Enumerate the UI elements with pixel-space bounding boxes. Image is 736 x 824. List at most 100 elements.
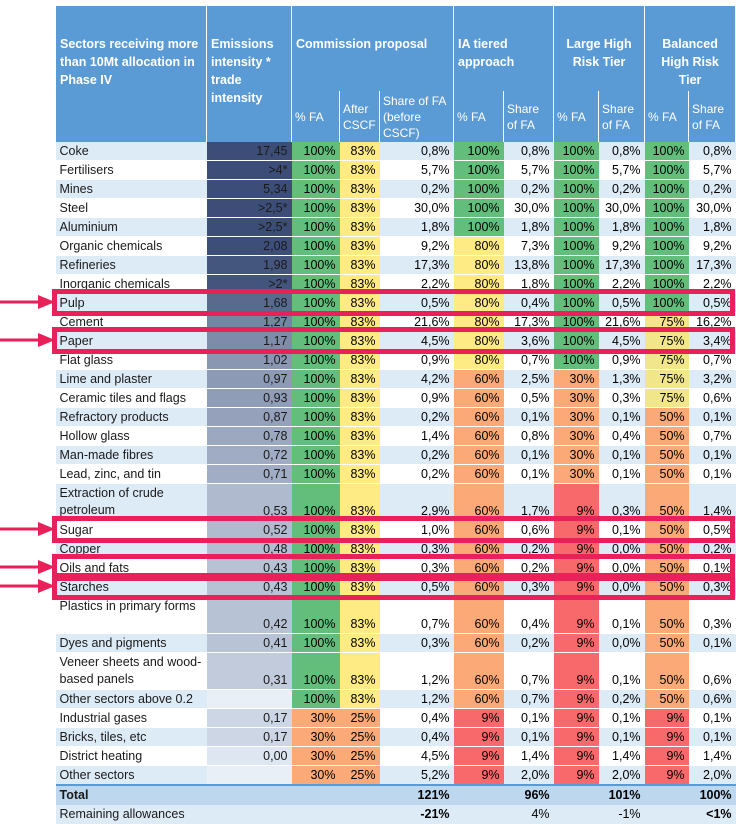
remaining-label: Remaining allowances bbox=[55, 805, 207, 824]
total-commission: 121% bbox=[379, 784, 454, 806]
large-share-cell: 1,3% bbox=[598, 369, 645, 390]
balanced-share-cell: 0,1% bbox=[688, 407, 736, 428]
large-fa-cell: 100% bbox=[553, 142, 599, 162]
commission-share-cell: 4,5% bbox=[379, 331, 454, 352]
balanced-share-cell: 0,1% bbox=[688, 633, 736, 654]
commission-share-cell: 1,4% bbox=[379, 426, 454, 447]
ia-share-cell: 30,0% bbox=[503, 198, 554, 219]
arrow-right-icon bbox=[0, 560, 55, 575]
arrow-right-icon bbox=[0, 579, 55, 594]
commission-after-cell: 83% bbox=[339, 160, 380, 181]
commission-fa-cell: 100% bbox=[291, 464, 340, 485]
commission-after-cell: 83% bbox=[339, 464, 380, 485]
commission-fa-cell: 100% bbox=[291, 689, 340, 710]
intensity-cell bbox=[206, 765, 292, 786]
balanced-share-cell: 1,8% bbox=[688, 217, 736, 238]
sector-name: Refractory products bbox=[55, 407, 207, 428]
commission-share-cell: 0,5% bbox=[379, 293, 454, 314]
remaining-commission: -21% bbox=[379, 805, 454, 824]
balanced-share-cell: 0,2% bbox=[688, 179, 736, 200]
commission-after-cell: 83% bbox=[339, 596, 380, 635]
ia-fa-cell: 60% bbox=[453, 633, 504, 654]
large-fa-cell: 9% bbox=[553, 633, 599, 654]
balanced-fa-cell: 50% bbox=[644, 407, 689, 428]
table-row: Ceramic tiles and flags 0,93 100% 83% 0,9% 60… bbox=[55, 388, 736, 409]
commission-fa-cell: 100% bbox=[291, 142, 340, 162]
commission-fa-cell: 100% bbox=[291, 388, 340, 409]
ia-fa-cell: 60% bbox=[453, 407, 504, 428]
commission-after-cell: 83% bbox=[339, 217, 380, 238]
commission-fa-cell: 100% bbox=[291, 596, 340, 635]
balanced-fa-cell: 50% bbox=[644, 445, 689, 466]
commission-fa-cell: 100% bbox=[291, 255, 340, 276]
commission-share-cell: 0,2% bbox=[379, 179, 454, 200]
large-fa-cell: 100% bbox=[553, 217, 599, 238]
balanced-fa-cell: 50% bbox=[644, 483, 689, 522]
ia-share-cell: 0,7% bbox=[503, 350, 554, 371]
balanced-fa-cell: 100% bbox=[644, 160, 689, 181]
total-balanced: 100% bbox=[688, 784, 736, 806]
table-row: Aluminium >2,5* 100% 83% 1,8% 100% 1,8% 100% 1,8… bbox=[55, 217, 736, 238]
intensity-cell: 1,98 bbox=[206, 255, 292, 276]
ia-fa-cell: 60% bbox=[453, 520, 504, 541]
large-share-cell: 0,2% bbox=[598, 179, 645, 200]
large-share-cell: 17,3% bbox=[598, 255, 645, 276]
balanced-share-cell: 0,1% bbox=[688, 445, 736, 466]
commission-share-cell: 17,3% bbox=[379, 255, 454, 276]
balanced-fa-cell: 50% bbox=[644, 652, 689, 691]
large-fa-cell: 30% bbox=[553, 426, 599, 447]
commission-fa-cell: 100% bbox=[291, 407, 340, 428]
large-fa-cell: 9% bbox=[553, 689, 599, 710]
subheader-c-fa: % FA bbox=[291, 91, 340, 142]
commission-share-cell: 0,8% bbox=[379, 142, 454, 162]
ia-fa-cell: 60% bbox=[453, 596, 504, 635]
ia-share-cell: 5,7% bbox=[503, 160, 554, 181]
table-row: Mines 5,34 100% 83% 0,2% 100% 0,2% 100% 0,2% 100%… bbox=[55, 179, 736, 200]
sector-name: Ceramic tiles and flags bbox=[55, 388, 207, 409]
ia-share-cell: 1,8% bbox=[503, 217, 554, 238]
sector-name: Bricks, tiles, etc bbox=[55, 727, 207, 748]
balanced-share-cell: 0,7% bbox=[688, 350, 736, 371]
commission-after-cell: 25% bbox=[339, 708, 380, 729]
intensity-cell: >2,5* bbox=[206, 217, 292, 238]
commission-share-cell: 2,9% bbox=[379, 483, 454, 522]
large-fa-cell: 30% bbox=[553, 407, 599, 428]
commission-fa-cell: 100% bbox=[291, 633, 340, 654]
table-row: Extraction of crude petroleum 0,53 100% 83%… bbox=[55, 483, 736, 522]
sector-name: Lead, zinc, and tin bbox=[55, 464, 207, 485]
balanced-share-cell: 0,6% bbox=[688, 388, 736, 409]
commission-share-cell: 0,9% bbox=[379, 350, 454, 371]
large-share-cell: 0,3% bbox=[598, 388, 645, 409]
intensity-cell: 0,31 bbox=[206, 652, 292, 691]
ia-fa-cell: 100% bbox=[453, 142, 504, 162]
intensity-cell: 0,78 bbox=[206, 426, 292, 447]
balanced-fa-cell: 50% bbox=[644, 689, 689, 710]
balanced-fa-cell: 100% bbox=[644, 142, 689, 162]
large-share-cell: 0,1% bbox=[598, 727, 645, 748]
commission-fa-cell: 100% bbox=[291, 445, 340, 466]
large-fa-cell: 9% bbox=[553, 596, 599, 635]
commission-after-cell: 83% bbox=[339, 179, 380, 200]
balanced-fa-cell: 50% bbox=[644, 426, 689, 447]
ia-share-cell: 0,1% bbox=[503, 727, 554, 748]
header-intensity: Emissions intensity * trade intensity bbox=[206, 6, 292, 142]
large-share-cell: 0,4% bbox=[598, 426, 645, 447]
ia-share-cell: 13,8% bbox=[503, 255, 554, 276]
large-fa-cell: 9% bbox=[553, 483, 599, 522]
commission-after-cell: 83% bbox=[339, 255, 380, 276]
large-fa-cell: 30% bbox=[553, 388, 599, 409]
large-share-cell: 0,1% bbox=[598, 652, 645, 691]
balanced-fa-cell: 75% bbox=[644, 369, 689, 390]
large-share-cell: 0,3% bbox=[598, 483, 645, 522]
table-row: Coke 17,45 100% 83% 0,8% 100% 0,8% 100% 0,8% 100%… bbox=[55, 142, 736, 162]
intensity-cell bbox=[206, 689, 292, 710]
balanced-fa-cell: 100% bbox=[644, 236, 689, 257]
ia-fa-cell: 60% bbox=[453, 369, 504, 390]
commission-share-cell: 0,5% bbox=[379, 577, 454, 598]
commission-share-cell: 0,4% bbox=[379, 708, 454, 729]
subheader-b-fa: % FA bbox=[644, 91, 690, 142]
free-allocation-table: Sectors receiving more than 10Mt allocat… bbox=[55, 6, 736, 824]
intensity-cell: 0,87 bbox=[206, 407, 292, 428]
intensity-cell: >2,5* bbox=[206, 198, 292, 219]
commission-share-cell: 5,7% bbox=[379, 160, 454, 181]
